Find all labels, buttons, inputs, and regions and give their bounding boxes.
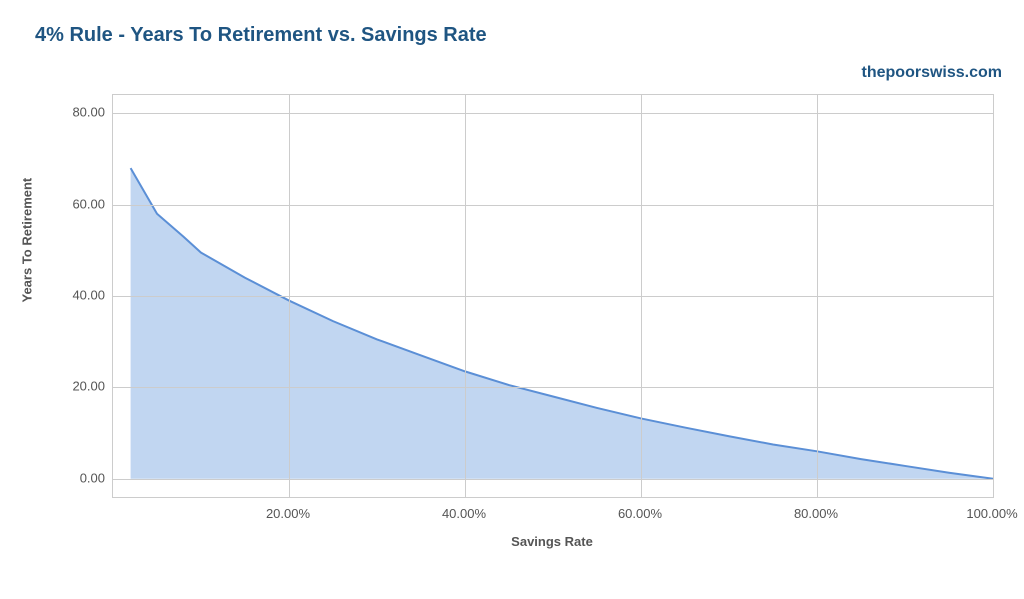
gridline-vertical xyxy=(817,95,818,497)
gridline-horizontal xyxy=(113,387,993,388)
attribution-label: thepoorswiss.com xyxy=(862,64,1002,82)
gridline-horizontal xyxy=(113,479,993,480)
chart-title: 4% Rule - Years To Retirement vs. Saving… xyxy=(35,24,487,47)
x-tick-label: 20.00% xyxy=(266,506,310,521)
x-tick-label: 100.00% xyxy=(966,506,1017,521)
y-axis-label: Years To Retirement xyxy=(20,283,35,303)
y-tick-label: 0.00 xyxy=(57,470,105,485)
gridline-vertical xyxy=(289,95,290,497)
plot-area xyxy=(112,94,994,498)
gridline-vertical xyxy=(465,95,466,497)
chart-container: 4% Rule - Years To Retirement vs. Saving… xyxy=(0,0,1024,599)
y-tick-label: 60.00 xyxy=(57,196,105,211)
gridline-horizontal xyxy=(113,296,993,297)
y-tick-label: 20.00 xyxy=(57,379,105,394)
area-fill xyxy=(131,168,993,479)
gridline-horizontal xyxy=(113,113,993,114)
x-tick-label: 80.00% xyxy=(794,506,838,521)
gridline-vertical xyxy=(641,95,642,497)
x-tick-label: 40.00% xyxy=(442,506,486,521)
gridline-horizontal xyxy=(113,205,993,206)
y-tick-label: 80.00 xyxy=(57,105,105,120)
gridline-vertical xyxy=(993,95,994,497)
x-tick-label: 60.00% xyxy=(618,506,662,521)
x-axis-label: Savings Rate xyxy=(511,534,593,549)
y-tick-label: 40.00 xyxy=(57,288,105,303)
